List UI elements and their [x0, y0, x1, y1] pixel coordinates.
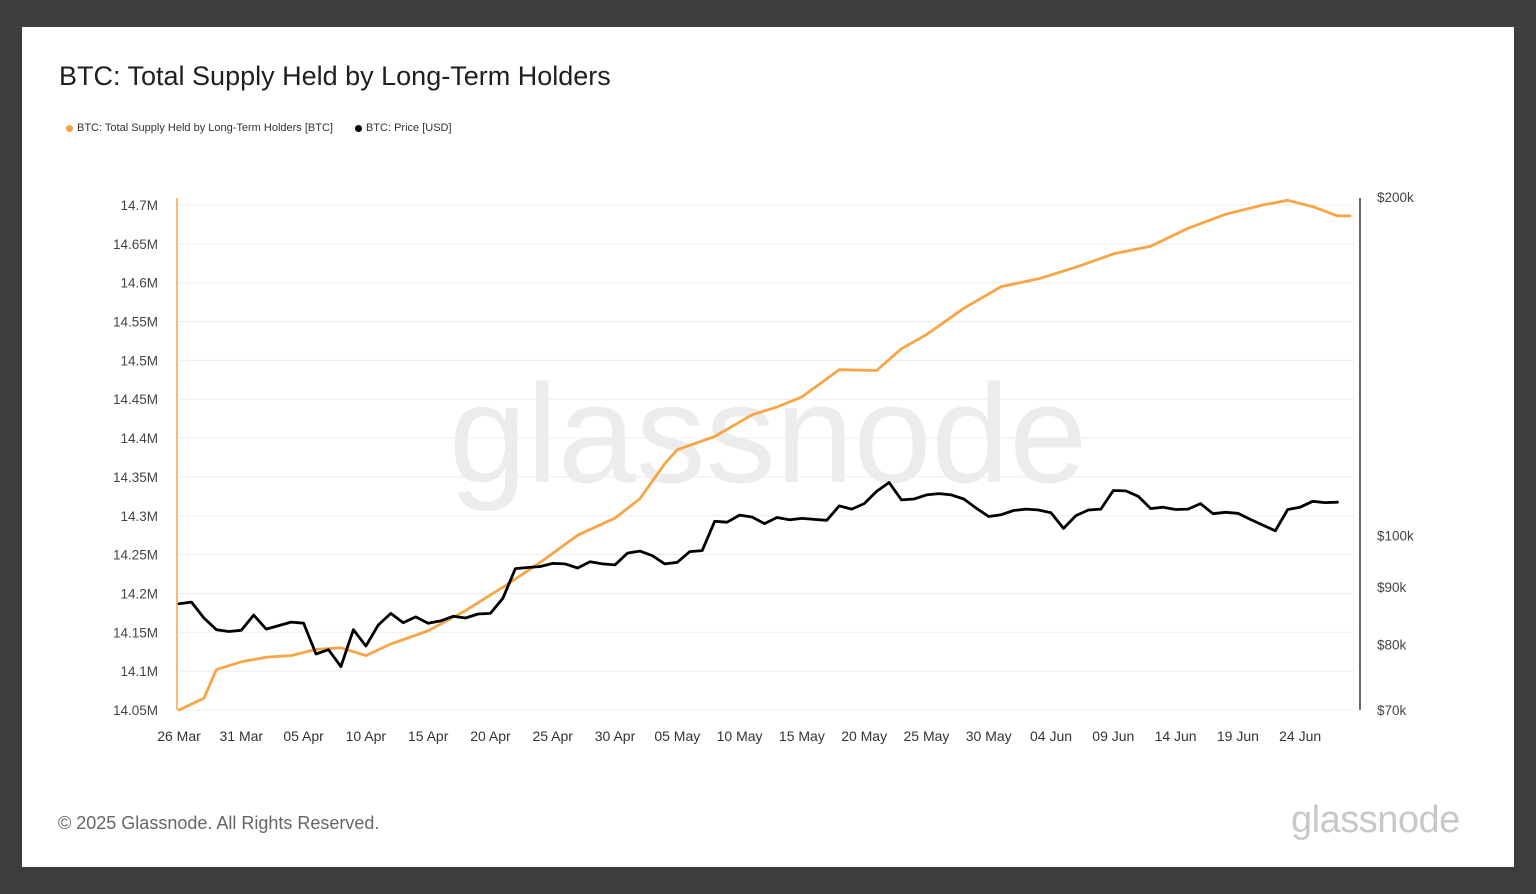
glassnode-logo: glassnode [1291, 799, 1460, 841]
y-axis-right: $70k $80k $90k $100k $200k [1377, 190, 1414, 718]
y-right-tick-label: $90k [1377, 580, 1407, 595]
y-left-tick-label: 14.05M [113, 703, 158, 718]
x-tick-label: 14 Jun [1155, 728, 1197, 744]
y-left-tick-label: 14.15M [113, 625, 158, 640]
y-left-tick-label: 14.5M [120, 353, 158, 368]
x-axis: 26 Mar 31 Mar 05 Apr 10 Apr 15 Apr 20 Apr 25 A… [157, 728, 1321, 744]
y-right-tick-label: $70k [1377, 703, 1407, 718]
x-tick-label: 10 Apr [346, 728, 387, 744]
copyright-footer: © 2025 Glassnode. All Rights Reserved. [58, 813, 380, 833]
legend-dot-price [354, 124, 362, 132]
x-tick-label: 31 Mar [219, 728, 263, 744]
x-tick-label: 15 Apr [408, 728, 449, 744]
series-line-price [177, 481, 1339, 668]
legend-dot-lth-supply [66, 124, 73, 132]
y-left-tick-label: 14.65M [113, 237, 158, 252]
x-tick-label: 30 Apr [595, 728, 636, 744]
legend-label-lth-supply: BTC: Total Supply Held by Long-Term Hold… [77, 122, 333, 134]
x-tick-label: 04 Jun [1030, 728, 1072, 744]
y-right-tick-label: $80k [1377, 638, 1407, 653]
y-right-tick-label: $100k [1377, 529, 1414, 544]
y-left-tick-label: 14.7M [120, 198, 158, 213]
series [177, 198, 1352, 712]
x-tick-label: 19 Jun [1217, 728, 1259, 744]
x-tick-label: 09 Jun [1092, 728, 1134, 744]
x-tick-label: 20 Apr [470, 728, 511, 744]
y-left-tick-label: 14.35M [113, 470, 158, 485]
y-left-tick-label: 14.45M [113, 392, 158, 407]
x-tick-label: 05 Apr [283, 728, 324, 744]
x-tick-label: 25 Apr [532, 728, 573, 744]
legend-item-lth-supply[interactable]: BTC: Total Supply Held by Long-Term Hold… [66, 122, 333, 134]
x-tick-label: 10 May [717, 728, 763, 744]
x-tick-label: 26 Mar [157, 728, 201, 744]
y-left-tick-label: 14.6M [120, 276, 158, 291]
chart-title: BTC: Total Supply Held by Long-Term Hold… [59, 61, 611, 91]
x-tick-label: 30 May [966, 728, 1012, 744]
chart-plot[interactable]: glassnode 14.05M14.1M14.15M14.2M14.25M14… [22, 27, 1514, 867]
watermark-text: glassnode [449, 355, 1087, 512]
x-tick-label: 05 May [654, 728, 700, 744]
y-left-tick-label: 14.4M [120, 431, 158, 446]
y-left-tick-label: 14.1M [120, 664, 158, 679]
x-tick-label: 20 May [841, 728, 887, 744]
legend-label-price: BTC: Price [USD] [365, 122, 452, 134]
y-axis-left: 14.05M 14.1M 14.15M 14.2M 14.25M 14.3M 14.35M 1… [113, 198, 158, 718]
x-tick-label: 24 Jun [1279, 728, 1321, 744]
x-tick-label: 25 May [903, 728, 949, 744]
y-left-tick-label: 14.55M [113, 315, 158, 330]
grid [179, 204, 1354, 711]
legend-item-price[interactable]: BTC: Price [USD] [354, 122, 452, 134]
y-left-tick-label: 14.25M [113, 548, 158, 563]
legend: BTC: Total Supply Held by Long-Term Hold… [66, 122, 452, 134]
y-right-tick-label: $200k [1377, 190, 1414, 205]
x-tick-label: 15 May [779, 728, 825, 744]
chart-card: BTC: Total Supply Held by Long-Term Hold… [22, 27, 1514, 867]
y-left-tick-label: 14.3M [120, 509, 158, 524]
y-left-tick-label: 14.2M [120, 586, 158, 601]
